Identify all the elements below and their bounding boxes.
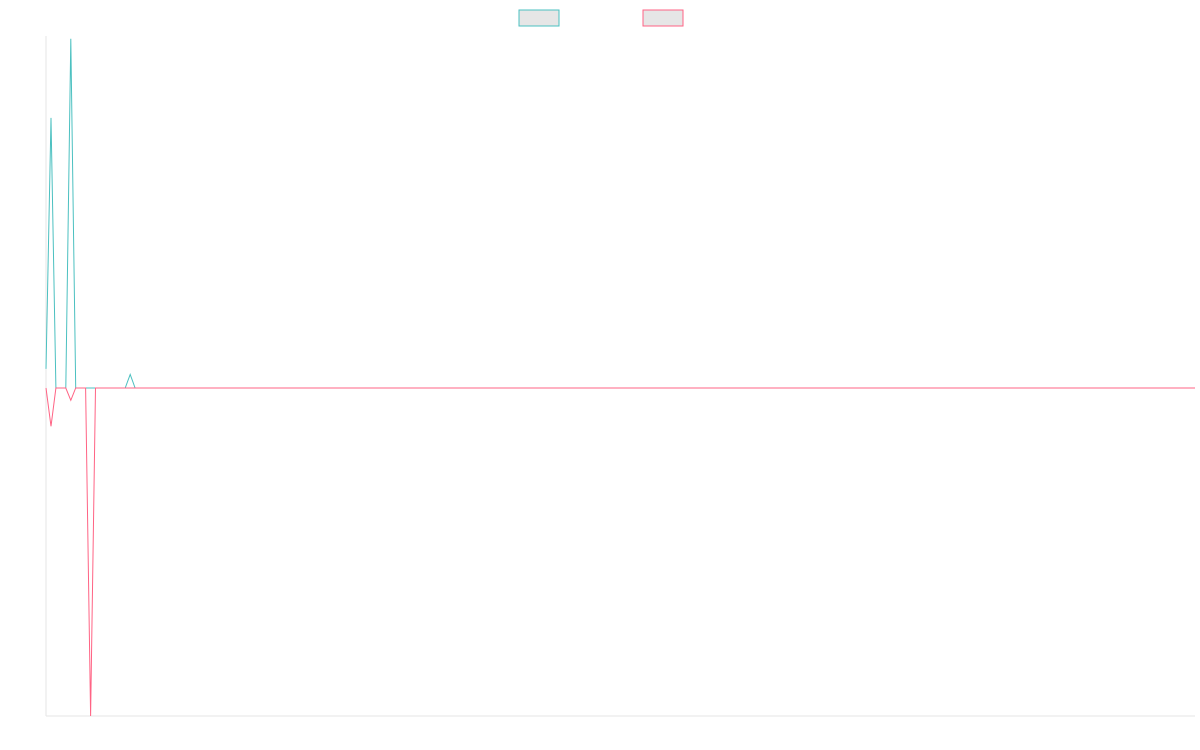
legend-item[interactable]: [518, 9, 560, 27]
axes: [45, 36, 1195, 717]
legend-swatch: [518, 9, 560, 27]
series-line-1: [45, 38, 1195, 389]
legend-item[interactable]: [642, 9, 684, 27]
legend: [518, 9, 684, 27]
series-layer: [45, 38, 1195, 717]
legend-swatch: [642, 9, 684, 27]
series-line-2: [45, 387, 1195, 717]
